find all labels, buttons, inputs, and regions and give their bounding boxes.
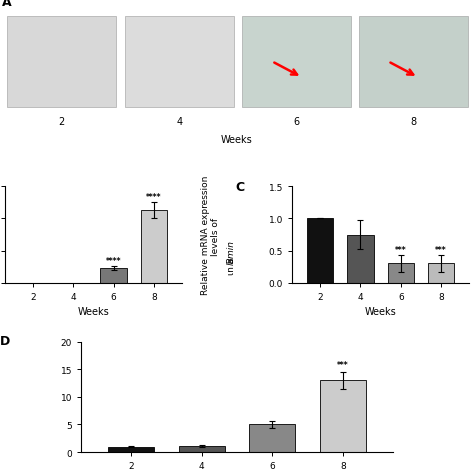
FancyBboxPatch shape [359, 17, 468, 108]
Text: 4: 4 [176, 117, 182, 126]
Text: 2: 2 [58, 117, 65, 126]
Y-axis label: Relative mRNA expression
levels of laminιn B: Relative mRNA expression levels of lamin… [0, 475, 1, 476]
Bar [179, 446, 225, 452]
Text: ***: *** [337, 360, 349, 369]
FancyBboxPatch shape [125, 17, 234, 108]
Bar [249, 425, 295, 452]
Text: lamin: lamin [227, 240, 236, 265]
Text: Relative mRNA expression
levels of: Relative mRNA expression levels of [201, 176, 220, 295]
FancyBboxPatch shape [242, 17, 351, 108]
Bar [347, 235, 374, 283]
Bar [141, 211, 167, 283]
Bar [100, 268, 127, 283]
Bar [320, 380, 366, 452]
Text: ***: *** [395, 246, 407, 255]
Text: ιn B: ιn B [227, 257, 236, 275]
Text: ***: *** [435, 246, 447, 255]
Text: ****: **** [146, 192, 162, 201]
Text: 8: 8 [410, 117, 416, 126]
Text: Weeks: Weeks [221, 135, 253, 145]
Bar [428, 264, 454, 283]
Text: D: D [0, 334, 10, 347]
Bar [307, 219, 333, 283]
Text: A: A [2, 0, 12, 9]
X-axis label: Weeks: Weeks [365, 307, 396, 317]
Bar [108, 446, 154, 452]
Bar [388, 264, 414, 283]
Text: C: C [235, 180, 245, 193]
FancyBboxPatch shape [7, 17, 116, 108]
Text: ****: **** [106, 257, 121, 266]
X-axis label: Weeks: Weeks [78, 307, 109, 317]
Text: 6: 6 [293, 117, 299, 126]
